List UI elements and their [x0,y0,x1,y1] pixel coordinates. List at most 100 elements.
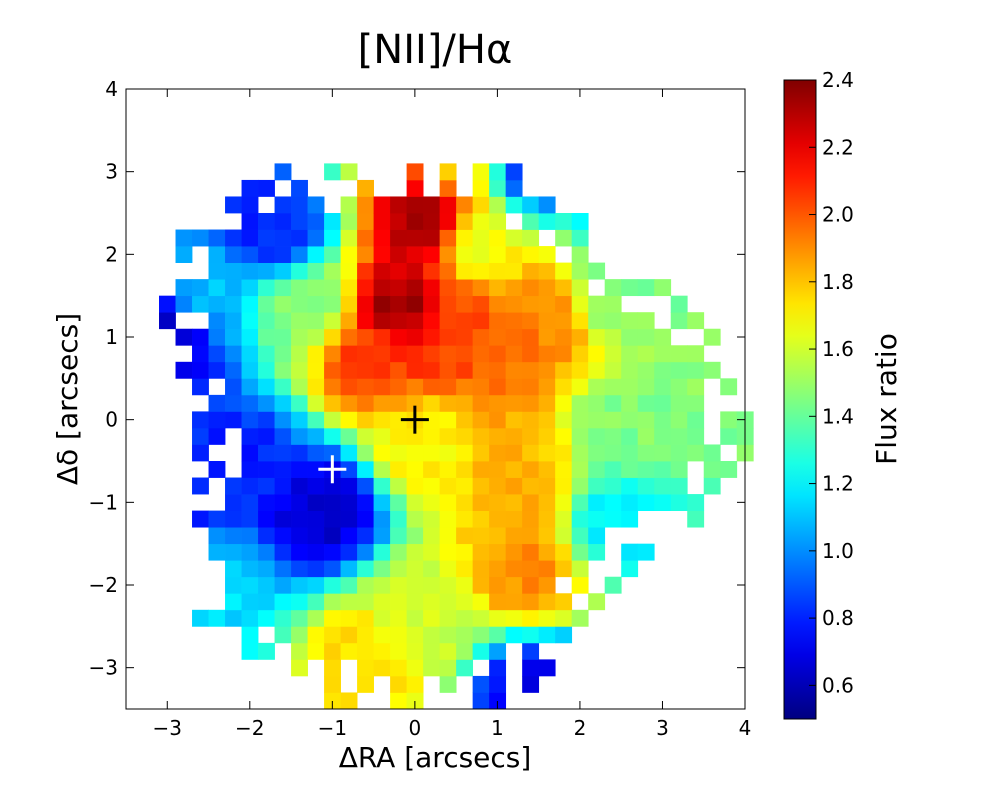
heatmap-cell [357,527,374,545]
heatmap-cell [291,543,308,561]
heatmap-cell [225,361,242,379]
heatmap-cell [571,411,589,429]
heatmap-cell [406,626,424,644]
heatmap-cell [522,642,540,660]
heatmap-cell [357,510,374,528]
heatmap-cell [258,411,275,429]
heatmap-cell [241,246,259,263]
heatmap-cell [406,461,424,478]
heatmap-cell [340,494,358,511]
heatmap-cell [489,560,507,578]
heatmap-cell [489,163,507,181]
heatmap-cell [489,196,507,214]
heatmap-cell [571,527,589,545]
heatmap-cell [324,609,341,627]
heatmap-cell [357,494,374,511]
x-tick-label: 2 [574,716,587,740]
heatmap-cell [423,543,441,561]
heatmap-cell [258,543,275,561]
heatmap-cell [456,427,474,445]
heatmap-cell [472,444,490,462]
heatmap-cell [324,163,341,181]
heatmap-cell [241,444,259,462]
heatmap-cell [225,510,242,528]
heatmap-cell [307,494,325,511]
heatmap-cell [505,477,523,495]
heatmap-cell [423,576,441,594]
heatmap-cell [456,659,474,677]
heatmap-cell [357,543,374,561]
heatmap-cell [324,543,341,561]
heatmap-cell [571,609,589,627]
heatmap-cell [654,378,672,396]
heatmap-cell [489,246,507,263]
colorbar-tick-label: 2.2 [822,135,854,159]
heatmap-cell [555,279,573,297]
heatmap-cell [274,593,292,611]
heatmap-cell [208,229,226,247]
heatmap-cell [274,494,292,511]
heatmap-cell [258,246,275,263]
heatmap-cell [505,510,523,528]
heatmap-cell [258,312,275,330]
heatmap-cell [654,427,672,445]
heatmap-cell [208,411,226,429]
heatmap-cell [604,378,622,396]
heatmap-cell [439,279,457,297]
heatmap-cell [637,461,655,478]
heatmap-cell [241,295,259,313]
heatmap-cell [406,279,424,297]
heatmap-cell [340,543,358,561]
heatmap-cell [307,444,325,462]
heatmap-cell [423,427,441,445]
heatmap-cell [291,312,308,330]
y-tick-label: 1 [105,325,118,349]
heatmap-cell [621,378,639,396]
heatmap-cell [423,361,441,379]
heatmap-cell [324,246,341,263]
heatmap-cell [307,394,325,412]
heatmap-cell [505,378,523,396]
heatmap-cell [423,477,441,495]
heatmap-cell [472,179,490,197]
heatmap-cell [225,527,242,545]
heatmap-cell [274,527,292,545]
heatmap-cell [274,196,292,214]
heatmap-cell [538,361,556,379]
heatmap-cell [406,510,424,528]
heatmap-cell [390,328,407,346]
heatmap-cell [175,229,193,247]
heatmap-cell [423,510,441,528]
heatmap-cell [555,345,573,363]
heatmap-cell [505,427,523,445]
heatmap-cell [456,411,474,429]
heatmap-cell [208,543,226,561]
heatmap-cell [274,361,292,379]
heatmap-cell [637,279,655,297]
heatmap-cell [258,179,275,197]
heatmap-cell [456,642,474,660]
heatmap-cell [588,411,606,429]
heatmap-cell [439,361,457,379]
heatmap-cell [472,642,490,660]
heatmap-cell [225,543,242,561]
heatmap-cell [687,444,705,462]
heatmap-cell [357,179,374,197]
heatmap-cell [307,229,325,247]
heatmap-cell [505,229,523,247]
heatmap-cell [472,246,490,263]
heatmap-cell [654,345,672,363]
heatmap-cell [307,576,325,594]
heatmap-cell [291,427,308,445]
heatmap-cell [423,345,441,363]
heatmap-cell [522,411,540,429]
heatmap-cell [340,229,358,247]
heatmap-cell [423,642,441,660]
heatmap-cell [687,345,705,363]
heatmap-cell [307,213,325,230]
heatmap-cell [439,675,457,693]
heatmap-cell [439,494,457,511]
heatmap-cell [571,494,589,511]
heatmap-cell [406,361,424,379]
